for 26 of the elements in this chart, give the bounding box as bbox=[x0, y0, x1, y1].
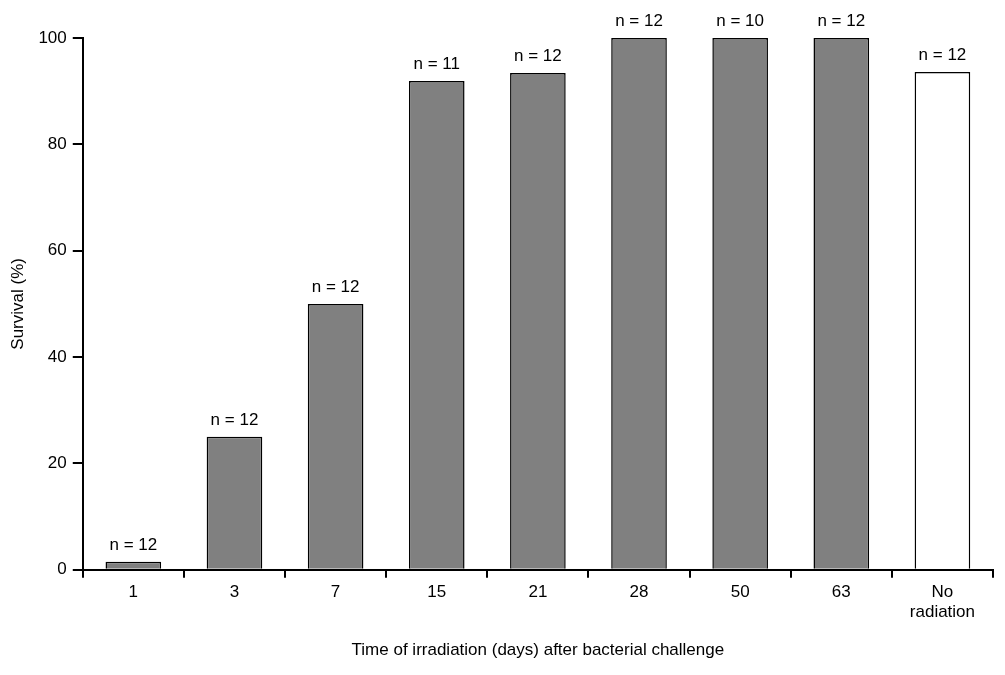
y-axis-title: Survival (%) bbox=[7, 258, 27, 350]
y-tick-label: 80 bbox=[47, 134, 67, 154]
annotation: n = 12 bbox=[615, 11, 663, 31]
x-tick-label: 50 bbox=[730, 581, 750, 601]
annotation: n = 12 bbox=[817, 11, 866, 31]
annotation: n = 12 bbox=[210, 410, 259, 430]
annotation: n = 12 bbox=[311, 277, 360, 297]
annotation: n = 11 bbox=[413, 54, 460, 74]
y-tick-label: 40 bbox=[47, 346, 67, 366]
annotation: n = 12 bbox=[109, 535, 158, 555]
y-tick-label: 100 bbox=[38, 27, 67, 47]
annotation: n = 12 bbox=[918, 45, 967, 65]
y-tick-label: 20 bbox=[47, 453, 67, 473]
annotation: n = 10 bbox=[716, 11, 765, 31]
x-tick-label: 1 bbox=[128, 581, 139, 601]
annotation: n = 12 bbox=[514, 46, 562, 66]
x-tick-label: 7 bbox=[330, 581, 341, 601]
y-tick-label: 0 bbox=[57, 559, 67, 579]
x-tick-label: 3 bbox=[229, 581, 240, 601]
x-tick-label: 21 bbox=[528, 581, 548, 601]
x-axis-title: Time of irradiation (days) after bacterial challenge bbox=[351, 640, 725, 660]
x-tick-label: 28 bbox=[629, 581, 649, 601]
x-tick-label: No radiation bbox=[909, 581, 976, 622]
y-tick-label: 60 bbox=[47, 240, 67, 260]
x-tick-label: 63 bbox=[831, 581, 851, 601]
x-tick-label: 15 bbox=[427, 581, 447, 601]
